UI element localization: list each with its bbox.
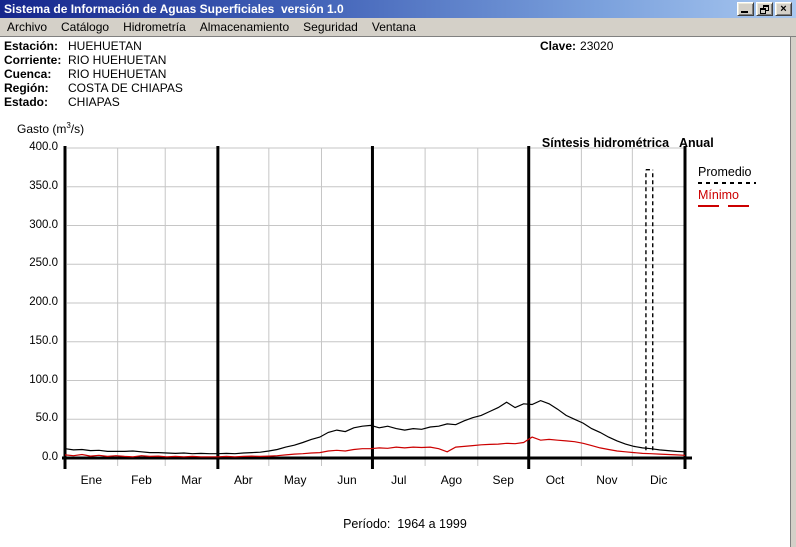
station-value: HUEHUETAN bbox=[68, 39, 142, 53]
menu-hidrometria[interactable]: Hidrometría bbox=[123, 20, 186, 34]
y-axis-tick-label: 150.0 bbox=[29, 334, 58, 347]
station-info: Estación: HUEHUETAN Corriente: RIO HUEHUET… bbox=[4, 39, 183, 109]
close-icon: × bbox=[780, 3, 787, 15]
legend-minimo-line-sample bbox=[698, 205, 750, 207]
station-value: COSTA DE CHIAPAS bbox=[68, 81, 183, 95]
x-axis-month-label: Feb bbox=[131, 473, 152, 487]
y-axis-tick-label: 350.0 bbox=[29, 179, 58, 192]
y-axis-tick-label: 300.0 bbox=[29, 218, 58, 231]
y-axis-title: Gasto (m3/s) bbox=[17, 121, 85, 136]
station-value: RIO HUEHUETAN bbox=[68, 53, 167, 67]
chart-title: Síntesis hidrométrica Anual bbox=[541, 136, 714, 150]
legend-promedio: Promedio bbox=[698, 165, 752, 179]
x-axis-month-label: Ene bbox=[80, 473, 102, 487]
menu-bar: Archivo Catálogo Hidrometría Almacenamie… bbox=[0, 18, 796, 37]
station-field: Estado: CHIAPAS bbox=[4, 95, 120, 109]
clave-field: Clave: 23020 bbox=[540, 39, 613, 53]
x-axis-month-label: Jun bbox=[337, 473, 357, 487]
station-value: RIO HUEHUETAN bbox=[68, 67, 167, 81]
x-axis-month-label: Abr bbox=[234, 473, 253, 487]
y-axis-tick-label: 200.0 bbox=[29, 296, 58, 308]
window-frame-right bbox=[790, 37, 796, 547]
x-axis-month-label: May bbox=[283, 473, 307, 487]
y-axis-tick-label: 400.0 bbox=[29, 141, 58, 153]
clave-label: Clave: bbox=[540, 39, 577, 53]
x-axis-month-label: Jul bbox=[391, 473, 407, 487]
y-axis-tick-label: 100.0 bbox=[29, 373, 58, 386]
x-axis-month-label: Nov bbox=[596, 473, 618, 487]
minimize-button[interactable] bbox=[737, 2, 754, 16]
station-field: Cuenca: RIO HUEHUETAN bbox=[4, 67, 167, 81]
menu-seguridad[interactable]: Seguridad bbox=[303, 20, 358, 34]
clave-value: 23020 bbox=[580, 39, 614, 53]
minimize-icon bbox=[741, 11, 748, 13]
station-value: CHIAPAS bbox=[68, 95, 120, 109]
x-axis-month-label: Mar bbox=[181, 473, 202, 487]
x-axis-month-label: Ago bbox=[440, 473, 463, 487]
x-axis-month-label: Sep bbox=[492, 473, 514, 487]
restore-button[interactable] bbox=[756, 2, 773, 16]
menu-ventana[interactable]: Ventana bbox=[371, 20, 416, 34]
y-axis-tick-label: 250.0 bbox=[29, 257, 58, 270]
station-field: Corriente: RIO HUEHUETAN bbox=[4, 53, 167, 67]
x-axis-month-label: Oct bbox=[545, 473, 565, 487]
window-controls: × bbox=[735, 2, 792, 16]
period-label: Período: 1964 a 1999 bbox=[343, 517, 467, 531]
station-field: Región: COSTA DE CHIAPAS bbox=[4, 81, 183, 95]
y-axis-tick-label: 0.0 bbox=[42, 451, 58, 463]
menu-archivo[interactable]: Archivo bbox=[7, 20, 48, 34]
chart-legend: Promedio Mínimo bbox=[698, 165, 756, 207]
close-button[interactable]: × bbox=[775, 2, 792, 16]
legend-minimo: Mínimo bbox=[698, 188, 739, 202]
station-field: Estación: HUEHUETAN bbox=[4, 39, 142, 53]
menu-catalogo[interactable]: Catálogo bbox=[61, 20, 110, 34]
legend-promedio-line-sample bbox=[698, 182, 756, 184]
window-title: Sistema de Información de Aguas Superfic… bbox=[4, 2, 344, 16]
x-axis-month-label: Dic bbox=[649, 473, 668, 487]
menu-almacenamiento[interactable]: Almacenamiento bbox=[199, 20, 290, 34]
title-bar: Sistema de Información de Aguas Superfic… bbox=[0, 0, 796, 18]
y-axis-tick-label: 50.0 bbox=[35, 412, 58, 425]
